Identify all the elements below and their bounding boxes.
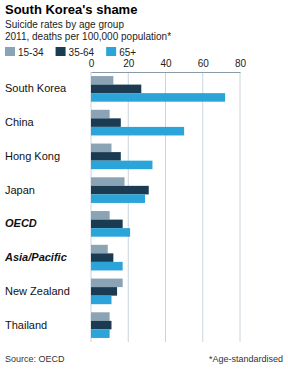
tick: 40: [160, 58, 172, 72]
category-label: Japan: [5, 184, 35, 196]
bar: [91, 161, 152, 170]
category-label: Asia/Pacific: [4, 251, 67, 263]
bar: [91, 127, 184, 136]
bar: [91, 144, 111, 153]
bar: [91, 110, 110, 119]
legend-label: 15-34: [18, 47, 44, 58]
bar: [91, 93, 225, 102]
legend-swatch: [56, 47, 66, 56]
tick: OECD: [5, 217, 37, 229]
bar: [91, 76, 113, 85]
tick: 80: [235, 58, 247, 72]
tick: Hong Kong: [5, 150, 60, 162]
tick: Thailand: [5, 319, 47, 331]
tick-label: 20: [123, 58, 135, 69]
grid-line: [165, 72, 166, 342]
legend: 15-34 35-64 65+: [5, 47, 136, 58]
bar: [91, 245, 108, 254]
category-label: OECD: [5, 217, 37, 229]
tick: 0: [89, 58, 95, 72]
grid-line: [128, 72, 129, 342]
legend-label: 35-64: [69, 47, 95, 58]
source: Source: OECD: [5, 354, 65, 364]
tick: 20: [123, 58, 135, 72]
tick: New Zealand: [5, 285, 70, 297]
bar: [91, 85, 141, 94]
category-label: Thailand: [5, 319, 47, 331]
legend-swatch: [106, 47, 116, 56]
bar: [91, 194, 145, 203]
legend-label: 65+: [119, 47, 136, 58]
tick: Japan: [5, 184, 35, 196]
tick-label: 40: [160, 58, 172, 69]
grid: [91, 72, 240, 342]
subtitle: Suicide rates by age group: [5, 19, 124, 30]
tick-label: 60: [198, 58, 210, 69]
tick: China: [5, 116, 35, 128]
bar: [91, 279, 123, 288]
title: South Korea's shame: [5, 2, 137, 17]
bar: [91, 118, 121, 127]
tick: 60: [198, 58, 210, 72]
x-axis: 0 20 40 60 80: [89, 58, 247, 73]
bars: [91, 76, 225, 338]
bar: [91, 177, 125, 186]
tick-label: 80: [235, 58, 247, 69]
category-label: New Zealand: [5, 285, 70, 297]
chart: South Korea's shame Suicide rates by age …: [0, 0, 288, 371]
category-label: South Korea: [5, 82, 67, 94]
bar: [91, 253, 113, 262]
y-axis: South Korea China Hong Kong Japan OECD Asia/P…: [4, 82, 70, 330]
bar: [91, 152, 121, 161]
axis-line: [92, 72, 241, 73]
tick-label: 0: [89, 58, 95, 69]
legend-swatch: [5, 47, 15, 56]
grid-line: [240, 72, 241, 342]
bar: [91, 296, 111, 305]
bar: [91, 262, 123, 271]
category-label: China: [5, 116, 35, 128]
bar: [91, 220, 123, 229]
grid-line: [202, 72, 203, 342]
bar: [91, 228, 130, 237]
category-label: Hong Kong: [5, 150, 60, 162]
bar: [91, 211, 110, 220]
bar: [91, 287, 117, 296]
tick: South Korea: [5, 82, 67, 94]
note: *Age-standardised: [209, 354, 283, 364]
bar: [91, 312, 110, 321]
bar: [91, 186, 149, 195]
tick: Asia/Pacific: [4, 251, 67, 263]
bar: [91, 329, 110, 338]
subtitle: 2011, deaths per 100,000 population*: [5, 31, 171, 42]
bar: [91, 321, 111, 330]
